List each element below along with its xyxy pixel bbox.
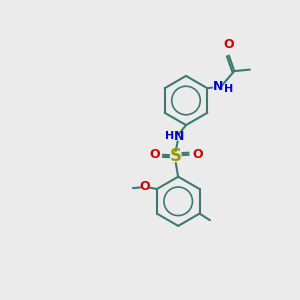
Text: N: N [174, 130, 184, 143]
Text: H: H [165, 131, 174, 141]
Text: O: O [140, 180, 150, 193]
Text: O: O [149, 148, 160, 161]
Text: O: O [192, 148, 203, 161]
Text: H: H [224, 84, 233, 94]
Text: S: S [170, 147, 182, 165]
Text: N: N [213, 80, 224, 93]
Text: O: O [223, 38, 234, 51]
